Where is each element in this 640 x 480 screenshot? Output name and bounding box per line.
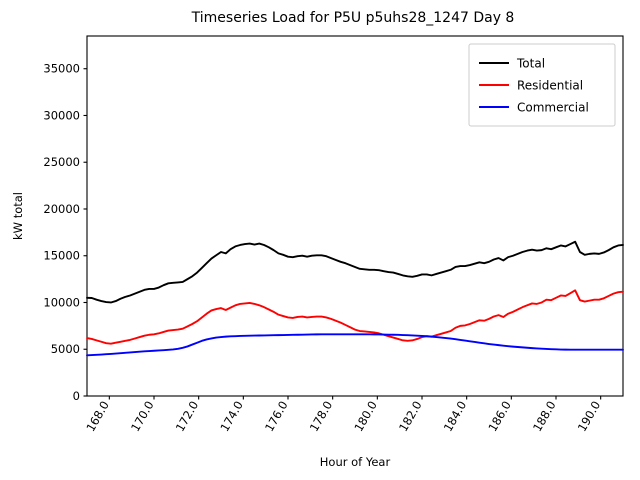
y-tick-label: 15000 <box>43 249 80 263</box>
chart-legend: Total Residential Commercial <box>468 43 616 127</box>
y-tick-label: 35000 <box>43 62 80 76</box>
plot-frame <box>86 35 624 397</box>
y-tick-label: 10000 <box>43 295 80 309</box>
series-line-commercial <box>86 333 624 357</box>
axes-spines <box>86 35 624 397</box>
y-tick-label: 25000 <box>43 155 80 169</box>
y-tick-label: 30000 <box>43 108 80 122</box>
chart-title: Timeseries Load for P5U p5uhs28_1247 Day… <box>191 10 515 26</box>
y-axis-label: kW total <box>11 192 25 240</box>
y-tick-label: 5000 <box>51 342 80 356</box>
legend-label-commercial: Commercial <box>517 101 589 115</box>
series-line-residential <box>86 289 624 345</box>
series-line-total <box>86 240 624 304</box>
legend-label-residential: Residential <box>517 79 583 93</box>
data-series-group <box>86 240 624 357</box>
y-axis-ticks: 0 5000 10000 15000 20000 25000 30000 35000 <box>43 62 87 403</box>
y-tick-label: 20000 <box>43 202 80 216</box>
x-axis-label: Hour of Year <box>320 455 391 469</box>
y-tick-label: 0 <box>73 389 80 403</box>
legend-label-total: Total <box>516 57 545 71</box>
